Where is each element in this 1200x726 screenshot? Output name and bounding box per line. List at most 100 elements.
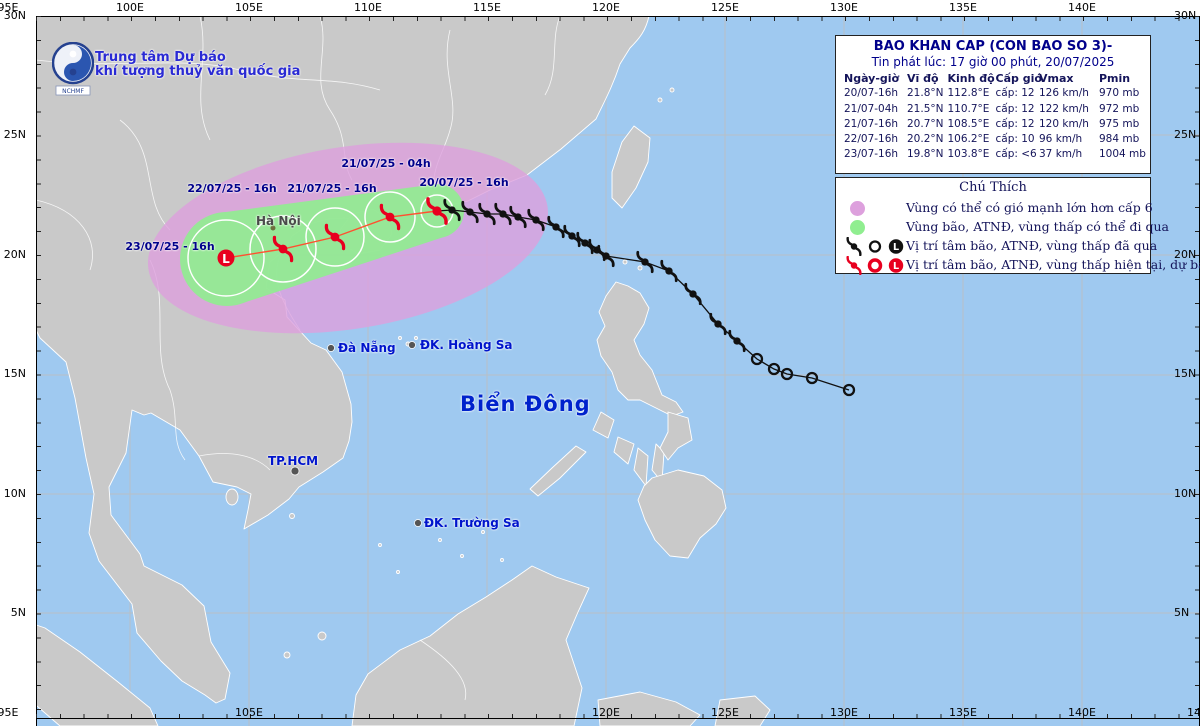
- tphcm-marker: [290, 466, 300, 476]
- track-time-label: 21/07/25 - 16h: [287, 182, 377, 195]
- uncertainty-circles: [187, 191, 454, 297]
- col-header: Vmax: [1039, 72, 1074, 85]
- top-axis-ticks: [36, 17, 1199, 21]
- lon-label: 140E: [1068, 1, 1096, 14]
- lon-label: 120E: [592, 1, 620, 14]
- cell: 106.2°E: [947, 133, 990, 146]
- bulletin-issued: Tin phát lúc: 17 giờ 00 phút, 20/07/2025: [871, 55, 1115, 69]
- cell: 20.2°N: [907, 133, 944, 146]
- track-time-label: 20/07/25 - 16h: [419, 176, 509, 189]
- danang-label: Đà Nẵng: [338, 341, 396, 355]
- mindanao: [637, 469, 727, 559]
- agency-name: Trung tâm Dự báo khí tượng thuỷ văn quốc…: [95, 51, 300, 79]
- cell: cấp: 12: [995, 87, 1035, 100]
- col-header: Ngày-giờ: [844, 72, 900, 85]
- lon-label: 135E: [949, 706, 977, 719]
- lat-label: 20N: [1174, 248, 1197, 261]
- lon-label: 105E: [235, 1, 263, 14]
- cell: 22/07-16h: [844, 133, 899, 146]
- lat-label: 30N: [3, 9, 26, 22]
- lat-label: 15N: [3, 367, 26, 380]
- cell: 21/07-04h: [844, 102, 899, 115]
- tphcm-label: TP.HCM: [268, 454, 319, 468]
- track-time-label: 22/07/25 - 16h: [187, 182, 277, 195]
- lat-label: 5N: [1174, 606, 1190, 619]
- lat-label: 10N: [3, 487, 26, 500]
- track-time-label: 23/07/25 - 16h: [125, 240, 215, 253]
- col-header: Vĩ độ: [907, 72, 939, 85]
- lon-label: 115E: [473, 1, 501, 14]
- cell: cấp: 10: [995, 133, 1035, 146]
- cell: 19.8°N: [907, 148, 944, 161]
- storm-table: Ngày-giờ Vĩ độ Kinh độ Cấp gió Vmax Pmin…: [836, 69, 1150, 163]
- cell: 37 km/h: [1039, 148, 1083, 161]
- hanoi-label: Hà Nội: [256, 214, 301, 228]
- lon-label: 140E: [1068, 706, 1096, 719]
- bien-dong-label: Biển Đông: [460, 392, 591, 416]
- lon-label: 105E: [235, 706, 263, 719]
- wind-zone-swatch: [850, 201, 865, 216]
- lon-label: 130E: [830, 1, 858, 14]
- lon-label: 95E: [0, 706, 19, 719]
- forecast-position-icons: L: [846, 256, 904, 275]
- legend-label: Vùng có thể có gió mạnh lớn hơn cấp 6: [906, 200, 1153, 215]
- storm-info-panel: BAO KHAN CAP (CON BAO SO 3)- Tin phát lú…: [835, 35, 1151, 174]
- cell: 970 mb: [1099, 87, 1140, 100]
- truongsa-label: ĐK. Trường Sa: [424, 516, 520, 530]
- cell: 20/07-16h: [844, 87, 899, 100]
- palawan: [529, 445, 587, 497]
- cell: 20.7°N: [907, 117, 944, 130]
- col-header: Pmin: [1099, 72, 1131, 85]
- lat-label: 15N: [1174, 367, 1197, 380]
- lat-label: 25N: [3, 128, 26, 141]
- samar-leyte: [659, 411, 693, 461]
- danang-marker: [327, 344, 335, 352]
- lon-label: 125E: [711, 706, 739, 719]
- lon-label: 95E: [0, 1, 19, 14]
- cell: 108.5°E: [947, 117, 990, 130]
- legend-label: Vị trí tâm bão, ATNĐ, vùng thấp hiện tại…: [906, 257, 1200, 272]
- lon-label: 130E: [830, 706, 858, 719]
- cell: 21.8°N: [907, 87, 944, 100]
- cell: 112.8°E: [947, 87, 990, 100]
- legend-row: L Vị trí tâm bão, ATNĐ, vùng thấp hiện t…: [836, 256, 1200, 275]
- lat-label: 30N: [1174, 9, 1197, 22]
- legend-row: L Vị trí tâm bão, ATNĐ, vùng thấp đã qua: [836, 237, 1157, 256]
- svg-text:L: L: [893, 242, 899, 253]
- agency-line1: Trung tâm Dự báo: [95, 50, 226, 65]
- cell: 21/07-16h: [844, 117, 899, 130]
- borneo: [351, 565, 590, 726]
- cell: 21.5°N: [907, 102, 944, 115]
- hoangsa-marker: [408, 341, 416, 349]
- legend-label: Vị trí tâm bão, ATNĐ, vùng thấp đã qua: [906, 238, 1158, 253]
- legend-row: Vùng có thể có gió mạnh lớn hơn cấp 6: [836, 199, 1153, 218]
- svg-text:L: L: [893, 261, 899, 272]
- cell: 103.8°E: [947, 148, 990, 161]
- track-time-label: 21/07/25 - 04h: [341, 157, 431, 170]
- legend-title: Chú Thích: [959, 180, 1027, 195]
- forecast-symbols: L: [217, 197, 448, 267]
- cell: cấp: <6: [995, 148, 1037, 161]
- legend-label: Vùng bão, ATNĐ, vùng thấp có thể đi qua: [906, 219, 1170, 234]
- mindoro: [592, 411, 615, 439]
- col-header: Kinh độ: [947, 72, 995, 85]
- lon-label: 120E: [592, 706, 620, 719]
- cell: 126 km/h: [1039, 87, 1089, 100]
- cell: 975 mb: [1099, 117, 1140, 130]
- col-header: Cấp gió: [995, 72, 1042, 85]
- nchmf-logo: NCHMF: [52, 42, 94, 96]
- cell: 1004 mb: [1099, 148, 1146, 161]
- left-axis-ticks: [37, 16, 41, 718]
- agency-line2: khí tượng thuỷ văn quốc gia: [95, 64, 301, 79]
- past-position-icons: L: [846, 237, 904, 256]
- legend-row: Vùng bão, ATNĐ, vùng thấp có thể đi qua: [836, 218, 1169, 237]
- lat-label: 5N: [10, 606, 26, 619]
- cell: 972 mb: [1099, 102, 1140, 115]
- truongsa-marker: [414, 519, 422, 527]
- hoangsa-label: ĐK. Hoàng Sa: [420, 338, 513, 352]
- cell: cấp: 12: [995, 117, 1035, 130]
- low-pressure-letter: L: [222, 252, 230, 266]
- cell: 96 km/h: [1039, 133, 1083, 146]
- cell: 23/07-16h: [844, 148, 899, 161]
- lat-label: 20N: [3, 248, 26, 261]
